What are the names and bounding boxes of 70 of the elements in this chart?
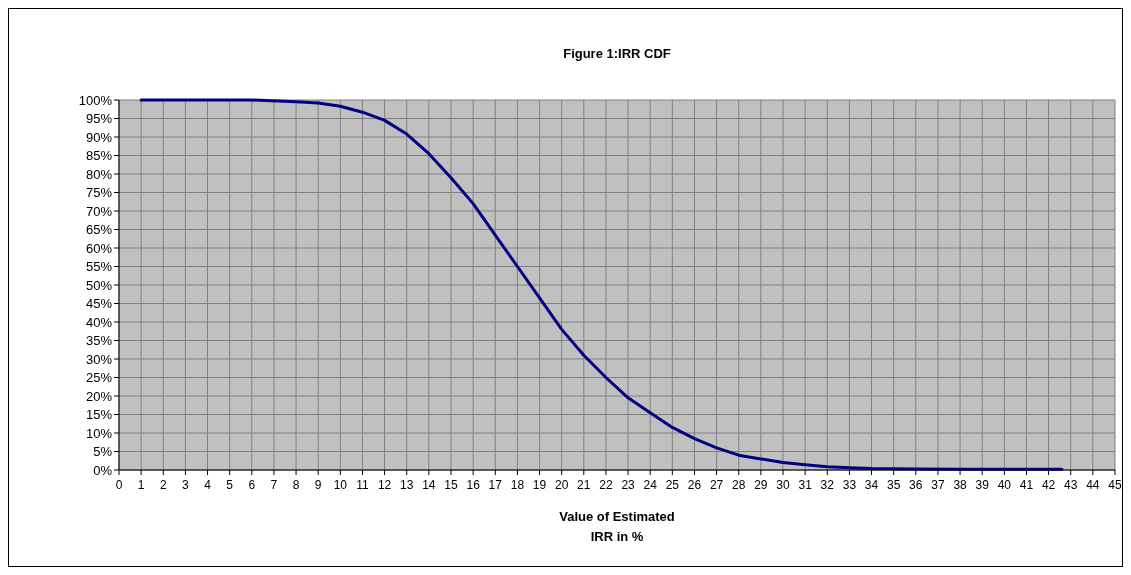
x-tick-label: 19 xyxy=(532,478,547,492)
x-tick-label: 28 xyxy=(732,478,746,492)
x-tick-label: 34 xyxy=(864,478,879,492)
y-tick-label: 60% xyxy=(85,240,113,256)
x-tick-label: 0 xyxy=(115,478,123,492)
y-tick-label: 35% xyxy=(85,333,113,349)
y-tick-label: 20% xyxy=(85,388,113,404)
x-tick-label: 10 xyxy=(333,478,348,492)
x-tick-label: 3 xyxy=(182,478,190,492)
x-tick-label: 42 xyxy=(1041,478,1056,492)
y-tick-label: 5% xyxy=(93,444,113,460)
x-tick-label: 7 xyxy=(270,478,278,492)
x-tick-label: 32 xyxy=(820,478,835,492)
x-tick-label: 12 xyxy=(377,478,392,492)
y-tick-label: 100% xyxy=(78,92,113,108)
y-tick-label: 55% xyxy=(85,259,113,275)
x-tick-label: 24 xyxy=(643,478,658,492)
x-tick-label: 33 xyxy=(842,478,857,492)
y-tick-label: 0% xyxy=(93,462,113,478)
x-tick-label: 1 xyxy=(137,478,145,492)
x-tick-label: 11 xyxy=(356,478,370,492)
x-tick-label: 43 xyxy=(1064,478,1078,492)
x-tick-label: 45 xyxy=(1108,478,1122,492)
y-tick-label: 65% xyxy=(85,222,113,238)
x-tick-label: 6 xyxy=(248,478,256,492)
x-tick-label: 5 xyxy=(226,478,234,492)
y-tick-label: 40% xyxy=(85,314,113,330)
x-tick-label: 9 xyxy=(314,478,322,492)
x-tick-label: 2 xyxy=(159,478,167,492)
x-tick-label: 29 xyxy=(754,478,768,492)
x-tick-label: 13 xyxy=(400,478,414,492)
y-tick-label: 70% xyxy=(85,203,113,219)
y-tick-label: 50% xyxy=(85,277,113,293)
x-tick-label: 8 xyxy=(292,478,300,492)
x-tick-label: 17 xyxy=(488,478,503,492)
x-tick-label: 20 xyxy=(554,478,569,492)
x-tick-label: 30 xyxy=(776,478,790,492)
chart-title: Figure 1:IRR CDF xyxy=(563,46,671,61)
x-tick-label: 39 xyxy=(975,478,990,492)
y-tick-label: 15% xyxy=(85,407,113,423)
y-tick-label: 45% xyxy=(85,296,113,312)
y-tick-label: 80% xyxy=(85,166,113,182)
x-tick-label: 23 xyxy=(621,478,636,492)
line-series xyxy=(139,98,1064,471)
y-tick-label: 30% xyxy=(85,351,113,367)
x-tick-label: 15 xyxy=(444,478,458,492)
x-tick-label: 35 xyxy=(886,478,901,492)
y-tick-label: 25% xyxy=(85,370,113,386)
x-tick-label: 14 xyxy=(422,478,436,492)
x-tick-label: 18 xyxy=(510,478,525,492)
x-tick-label: 27 xyxy=(709,478,724,492)
x-tick-label: 44 xyxy=(1086,478,1100,492)
y-tick-label: 85% xyxy=(85,148,113,164)
x-tick-label: 36 xyxy=(909,478,923,492)
x-tick-label: 37 xyxy=(931,478,945,492)
x-tick-label: 40 xyxy=(997,478,1012,492)
x-tick-label: 41 xyxy=(1019,478,1034,492)
x-tick-label: 16 xyxy=(466,478,481,492)
x-tick-label: 25 xyxy=(665,478,680,492)
x-axis-title: Value of Estimated IRR in % xyxy=(559,509,675,544)
x-tick-label: 38 xyxy=(953,478,968,492)
x-tick-label: 31 xyxy=(798,478,813,492)
x-tick-label: 4 xyxy=(204,478,212,492)
x-tick-label: 21 xyxy=(577,478,591,492)
y-tick-label: 90% xyxy=(85,129,113,145)
x-tick-label: 26 xyxy=(687,478,702,492)
y-tick-label: 75% xyxy=(85,185,113,201)
x-tick-label: 22 xyxy=(599,478,613,492)
y-tick-label: 95% xyxy=(85,111,113,127)
y-tick-label: 10% xyxy=(85,425,113,441)
